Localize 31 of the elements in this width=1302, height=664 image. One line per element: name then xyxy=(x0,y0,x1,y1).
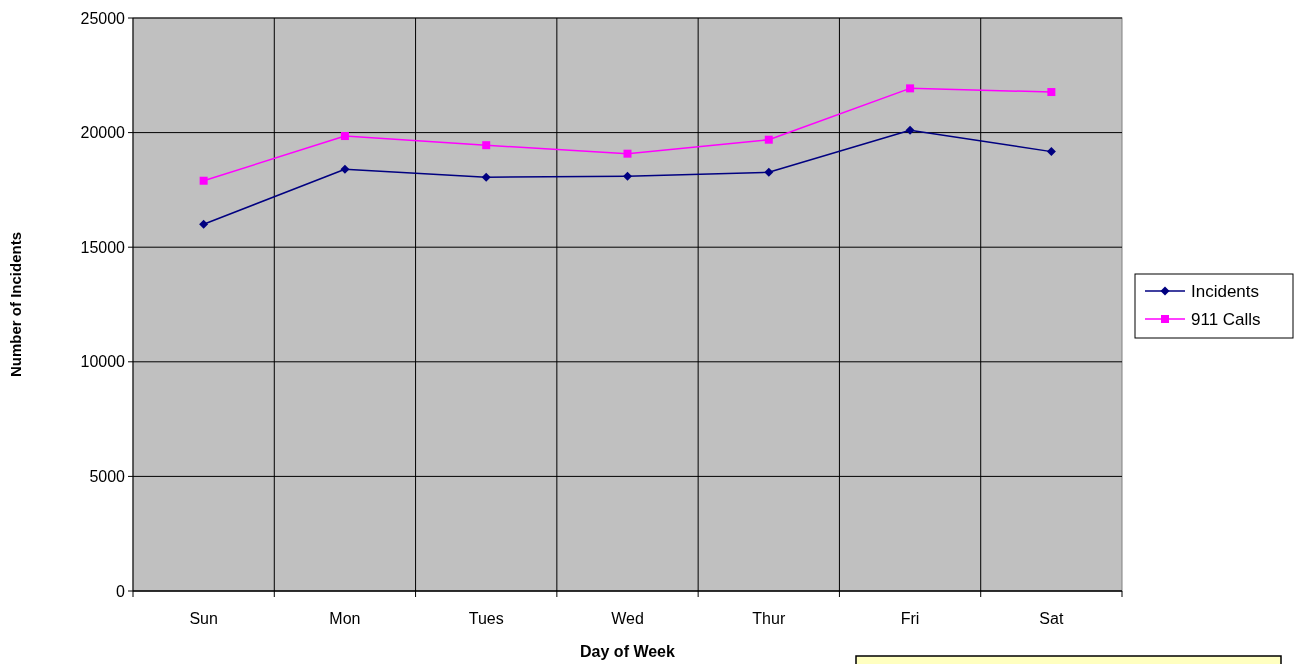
point xyxy=(199,219,209,229)
y-tick-label: 25000 xyxy=(80,9,126,27)
x-axis-title: Day of Week xyxy=(580,643,676,660)
x-tick-label: Sun xyxy=(189,610,218,627)
point xyxy=(905,125,915,135)
point xyxy=(1046,147,1056,157)
point xyxy=(764,135,773,144)
y-tick-label: 10000 xyxy=(80,353,126,371)
x-tick-label: Wed xyxy=(611,610,644,627)
legend-label: Incidents xyxy=(1191,281,1260,301)
point xyxy=(1047,88,1056,97)
point xyxy=(482,141,491,150)
point xyxy=(906,84,915,93)
point xyxy=(764,167,774,177)
point xyxy=(199,176,208,185)
point xyxy=(481,172,491,182)
point xyxy=(340,164,350,174)
y-tick-label: 0 xyxy=(116,582,126,600)
x-tick-label: Fri xyxy=(900,610,920,627)
legend-label: 911 Calls xyxy=(1191,309,1261,329)
y-axis-title: Number of Incidents xyxy=(7,231,24,378)
y-tick-label: 20000 xyxy=(80,124,126,142)
point xyxy=(623,171,632,181)
y-tick-label: 5000 xyxy=(89,468,126,485)
x-tick-label: Thur xyxy=(752,610,786,627)
x-tick-label: Tues xyxy=(468,610,504,627)
x-tick-label: Mon xyxy=(329,610,361,627)
point xyxy=(340,132,349,141)
point xyxy=(623,149,632,158)
y-tick-label: 15000 xyxy=(80,238,126,256)
x-tick-label: Sat xyxy=(1039,610,1064,627)
